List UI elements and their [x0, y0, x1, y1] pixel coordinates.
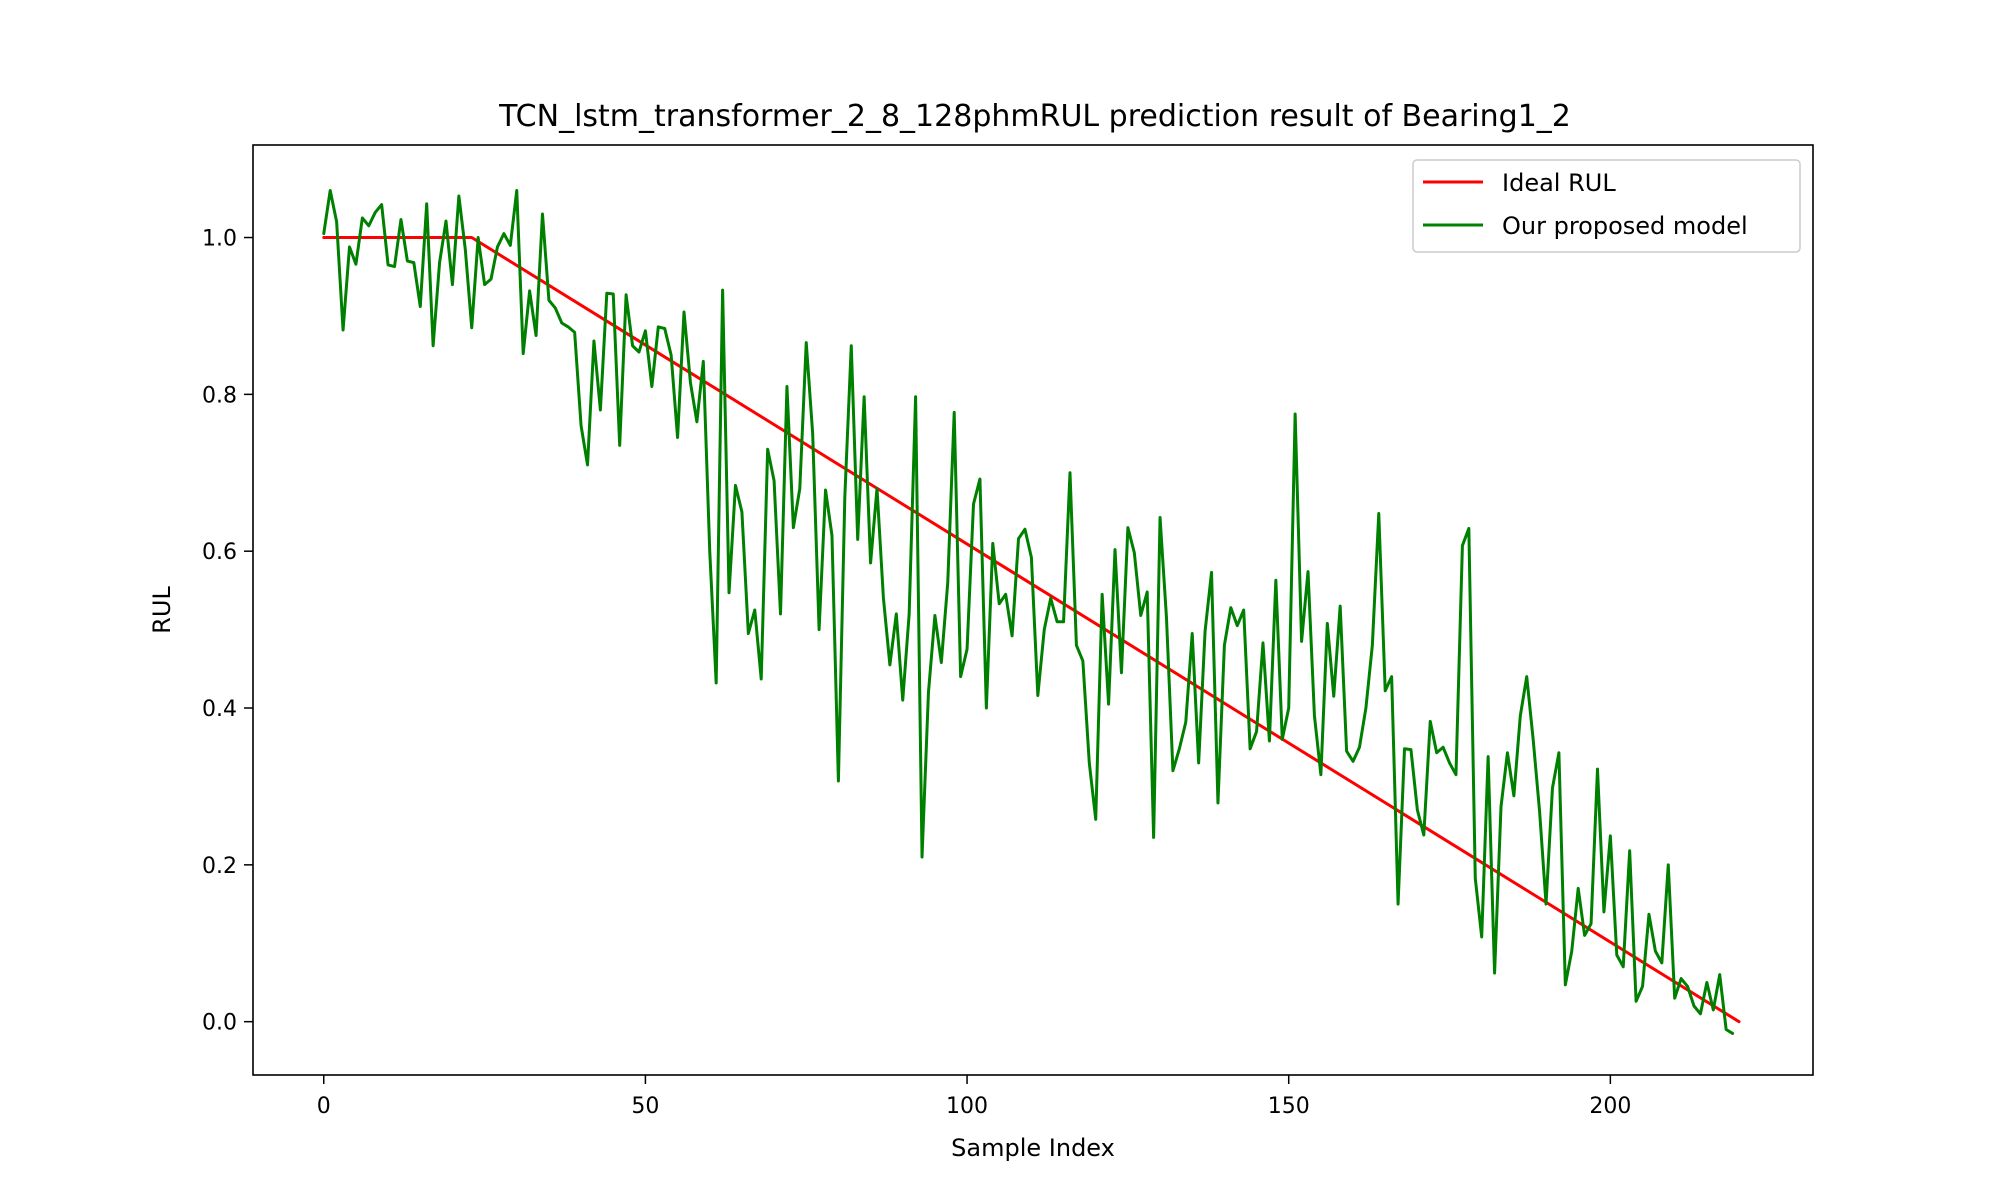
x-tick-label: 0	[317, 1094, 331, 1119]
proposed-model-line	[322, 188, 1735, 1035]
y-tick-label: 0.6	[202, 540, 237, 565]
x-axis: 0 50 100 150 200	[317, 1075, 1631, 1119]
x-tick-label: 50	[631, 1094, 659, 1119]
y-tick-label: 1.0	[202, 227, 237, 252]
legend-label-proposed-model: Our proposed model	[1502, 212, 1748, 240]
x-tick-label: 150	[1268, 1094, 1310, 1119]
plot-frame	[252, 144, 1814, 1076]
legend-box	[1412, 159, 1801, 253]
chart-title: TCN_lstm_transformer_2_8_128phmRUL predi…	[498, 99, 1571, 134]
legend: Ideal RUL Our proposed model	[1412, 159, 1801, 253]
y-tick-label: 0.0	[202, 1011, 237, 1036]
x-tick-label: 100	[946, 1094, 988, 1119]
y-tick-label: 0.8	[202, 383, 237, 408]
x-axis-label: Sample Index	[951, 1134, 1115, 1162]
x-tick-label: 200	[1589, 1094, 1631, 1119]
y-tick-label: 0.4	[202, 697, 237, 722]
y-axis: 0.0 0.2 0.4 0.6 0.8 1.0	[202, 227, 253, 1036]
y-tick-label: 0.2	[202, 854, 237, 879]
legend-label-ideal-rul: Ideal RUL	[1502, 169, 1616, 197]
series-layer	[322, 188, 1741, 1035]
plot-area	[252, 144, 1814, 1076]
ideal-rul-line	[322, 236, 1741, 1024]
y-axis-label: RUL	[148, 586, 176, 634]
